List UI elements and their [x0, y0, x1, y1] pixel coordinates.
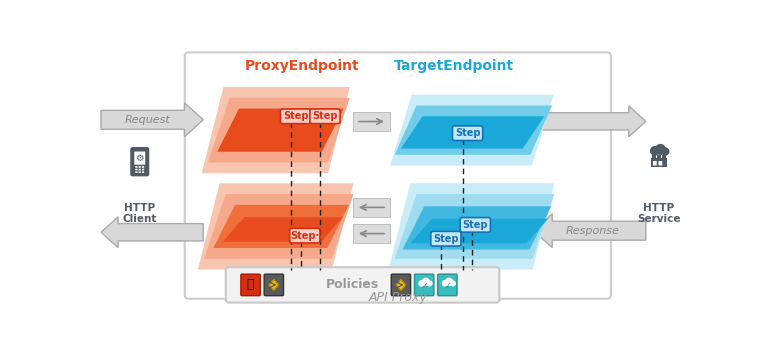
Polygon shape — [390, 95, 553, 166]
Text: Step: Step — [312, 111, 338, 121]
FancyBboxPatch shape — [142, 166, 145, 168]
Text: Step·: Step· — [290, 231, 319, 241]
Text: HTTP
Client: HTTP Client — [123, 203, 157, 224]
Text: ✓: ✓ — [444, 281, 451, 292]
Polygon shape — [202, 87, 350, 173]
FancyBboxPatch shape — [142, 171, 145, 173]
FancyBboxPatch shape — [437, 274, 457, 296]
Polygon shape — [653, 155, 656, 159]
FancyBboxPatch shape — [226, 267, 500, 303]
Polygon shape — [204, 194, 354, 259]
Text: Step: Step — [455, 128, 480, 138]
FancyBboxPatch shape — [452, 126, 483, 140]
Polygon shape — [395, 106, 552, 155]
Circle shape — [661, 147, 670, 156]
Polygon shape — [402, 207, 551, 250]
Polygon shape — [223, 217, 343, 242]
FancyBboxPatch shape — [430, 232, 461, 246]
Polygon shape — [208, 98, 350, 162]
Polygon shape — [353, 198, 390, 217]
Polygon shape — [101, 103, 204, 137]
FancyBboxPatch shape — [414, 274, 434, 296]
FancyBboxPatch shape — [138, 171, 141, 173]
Polygon shape — [401, 116, 545, 149]
FancyBboxPatch shape — [142, 169, 145, 170]
Circle shape — [450, 280, 456, 286]
Polygon shape — [662, 155, 666, 159]
Circle shape — [444, 277, 453, 286]
FancyBboxPatch shape — [241, 274, 260, 296]
Circle shape — [650, 146, 660, 156]
Polygon shape — [218, 109, 343, 152]
Text: ✓: ✓ — [420, 281, 428, 292]
Polygon shape — [269, 280, 278, 290]
Polygon shape — [650, 158, 667, 167]
Text: Step: Step — [462, 220, 488, 230]
FancyBboxPatch shape — [135, 166, 138, 168]
Text: HTTP
Service: HTTP Service — [637, 203, 681, 224]
Polygon shape — [410, 219, 549, 243]
Text: ⚙: ⚙ — [135, 154, 144, 163]
Polygon shape — [353, 225, 390, 243]
Text: Request: Request — [124, 115, 170, 125]
FancyBboxPatch shape — [310, 109, 340, 124]
Text: ProxyEndpoint: ProxyEndpoint — [246, 59, 360, 73]
Polygon shape — [534, 106, 646, 137]
Text: Policies: Policies — [326, 279, 379, 292]
Circle shape — [655, 144, 666, 155]
Text: TargetEndpoint: TargetEndpoint — [394, 59, 514, 73]
FancyBboxPatch shape — [653, 161, 657, 166]
FancyBboxPatch shape — [135, 171, 138, 173]
FancyBboxPatch shape — [460, 217, 490, 232]
Polygon shape — [657, 155, 660, 159]
Text: 🔒: 🔒 — [247, 279, 254, 292]
Circle shape — [421, 277, 430, 286]
Polygon shape — [396, 280, 406, 290]
Circle shape — [441, 280, 448, 287]
FancyBboxPatch shape — [280, 109, 311, 124]
FancyBboxPatch shape — [135, 169, 138, 170]
FancyBboxPatch shape — [138, 169, 141, 170]
Polygon shape — [101, 217, 204, 248]
Polygon shape — [534, 214, 646, 248]
Polygon shape — [395, 194, 554, 259]
Text: API Proxy: API Proxy — [368, 291, 427, 304]
Text: Response: Response — [566, 226, 620, 236]
Polygon shape — [388, 183, 554, 269]
Circle shape — [427, 280, 433, 286]
Polygon shape — [353, 112, 390, 131]
Text: Step: Step — [283, 111, 308, 121]
Polygon shape — [214, 205, 349, 248]
FancyBboxPatch shape — [658, 161, 662, 166]
Text: Step: Step — [433, 234, 458, 244]
Circle shape — [418, 280, 425, 287]
FancyBboxPatch shape — [290, 228, 320, 243]
FancyBboxPatch shape — [131, 148, 148, 176]
FancyBboxPatch shape — [185, 52, 611, 299]
FancyBboxPatch shape — [264, 274, 284, 296]
Polygon shape — [198, 183, 354, 269]
FancyBboxPatch shape — [392, 274, 410, 296]
FancyBboxPatch shape — [138, 166, 141, 168]
FancyBboxPatch shape — [134, 151, 145, 165]
